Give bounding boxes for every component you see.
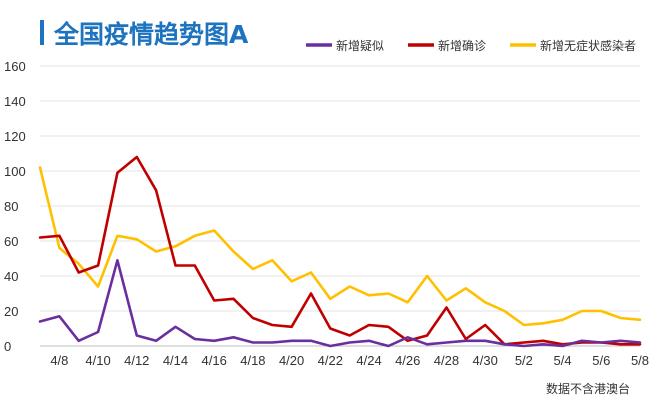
x-tick-label: 5/6	[592, 353, 610, 368]
x-tick-label: 4/8	[50, 353, 68, 368]
x-tick-label: 4/16	[202, 353, 227, 368]
chart-title: 全国疫情趋势图A	[53, 20, 249, 49]
series-group	[38, 155, 642, 348]
x-tick-label: 4/28	[434, 353, 459, 368]
y-axis: 0 20 40 60 80 100 120 140 160	[4, 59, 26, 354]
legend-label: 新增疑似	[336, 38, 384, 53]
x-tick-label: 4/18	[240, 353, 265, 368]
legend-label: 新增无症状感染者	[540, 38, 636, 53]
title-accent-bar	[40, 20, 44, 45]
x-tick-label: 5/8	[631, 353, 649, 368]
y-tick-label: 60	[4, 234, 18, 249]
x-axis: 4/8 4/10 4/12 4/14 4/16 4/18 4/20 4/22 4/24 4/26 4…	[50, 353, 649, 368]
y-tick-label: 80	[4, 199, 18, 214]
y-tick-label: 0	[4, 339, 11, 354]
legend: 新增疑似 新增确诊 新增无症状感染者	[306, 38, 636, 53]
y-tick-label: 140	[4, 94, 26, 109]
x-tick-label: 4/14	[163, 353, 188, 368]
y-tick-label: 100	[4, 164, 26, 179]
y-tick-label: 120	[4, 129, 26, 144]
y-tick-label: 40	[4, 269, 18, 284]
series-line	[38, 258, 642, 348]
x-tick-label: 4/20	[279, 353, 304, 368]
x-tick-label: 4/30	[473, 353, 498, 368]
x-tick-label: 5/4	[554, 353, 572, 368]
x-tick-label: 4/10	[85, 353, 110, 368]
x-tick-label: 4/24	[356, 353, 381, 368]
x-tick-label: 4/26	[395, 353, 420, 368]
y-tick-label: 20	[4, 304, 18, 319]
series-line	[38, 166, 642, 327]
x-tick-label: 4/22	[318, 353, 343, 368]
footnote: 数据不含港澳台	[546, 381, 630, 396]
x-tick-label: 4/12	[124, 353, 149, 368]
x-tick-label: 5/2	[515, 353, 533, 368]
series-line	[38, 155, 642, 346]
legend-label: 新增确诊	[438, 38, 486, 53]
y-tick-label: 160	[4, 59, 26, 74]
